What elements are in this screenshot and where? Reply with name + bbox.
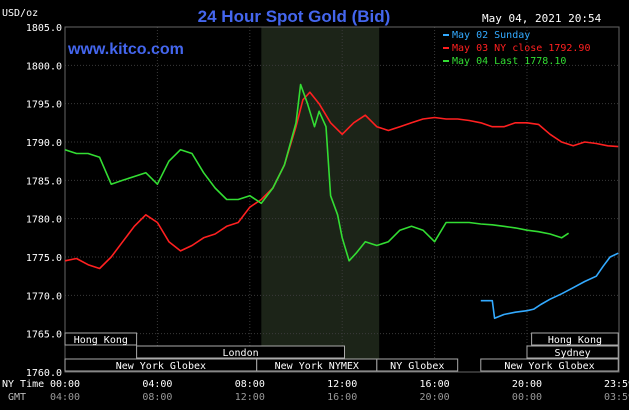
- legend-entry: May 02 Sunday: [452, 30, 530, 41]
- y-tick-label: 1760.0: [26, 368, 62, 379]
- x-tick-label-ny: 04:00: [142, 379, 172, 390]
- session-bar: [526, 345, 619, 359]
- series-line: [480, 252, 619, 320]
- session-label: New York Globex: [504, 361, 594, 372]
- plot-frame: [64, 26, 620, 373]
- y-axis-ticks: 1805.0 1800.0 1795.0 1790.0 1785.0 1780.0 1775…: [26, 23, 62, 379]
- website-label: www.kitco.com: [67, 41, 184, 58]
- nymex-session-highlight: [261, 27, 380, 372]
- ny-time-label: NY Time: [2, 379, 44, 390]
- x-tick-label-gmt: 03:59: [604, 392, 629, 403]
- market-session-bars: Hong Kong Hong Kong London Sydney New York G…: [64, 332, 619, 372]
- series-line: [64, 83, 570, 262]
- session-bar: [531, 332, 619, 346]
- y-tick-label: 1790.0: [26, 138, 62, 149]
- session-bar: [136, 345, 346, 359]
- x-tick-label-gmt: 04:00: [50, 392, 80, 403]
- y-tick-label: 1795.0: [26, 100, 62, 111]
- x-tick-label-ny: 16:00: [420, 379, 450, 390]
- legend-entry: May 04 Last 1778.10: [452, 56, 566, 67]
- x-axis-ticks: 00:00 04:00 04:00 08:00 08:00 12:00 12:00 16:00…: [50, 379, 629, 403]
- legend-entry: May 03 NY close 1792.90: [452, 43, 590, 54]
- y-tick-label: 1765.0: [26, 330, 62, 341]
- x-tick-label-ny: 00:00: [50, 379, 80, 390]
- grid-lines: [64, 26, 620, 373]
- x-tick-label-ny: 23:59: [604, 379, 629, 390]
- x-tick-label-gmt: 16:00: [327, 392, 357, 403]
- y-tick-label: 1780.0: [26, 215, 62, 226]
- y-tick-label: 1785.0: [26, 176, 62, 187]
- y-tick-label: 1775.0: [26, 253, 62, 264]
- session-label: New York Globex: [116, 361, 206, 372]
- y-tick-label: 1800.0: [26, 61, 62, 72]
- gmt-label: GMT: [8, 392, 26, 403]
- x-tick-label-gmt: 12:00: [235, 392, 265, 403]
- session-label: New York NYMEX: [275, 361, 359, 372]
- session-label: Hong Kong: [548, 335, 602, 346]
- session-label: NY Globex: [390, 361, 444, 372]
- x-tick-label-gmt: 08:00: [142, 392, 172, 403]
- series-lines: [64, 83, 619, 320]
- legend: May 02 Sunday May 03 NY close 1792.90 May …: [443, 30, 590, 67]
- x-tick-label-ny: 20:00: [512, 379, 542, 390]
- session-label: London: [222, 348, 258, 359]
- series-line: [64, 91, 619, 270]
- chart-timestamp: May 04, 2021 20:54: [482, 12, 602, 25]
- chart-title: 24 Hour Spot Gold (Bid): [198, 7, 391, 26]
- y-tick-label: 1770.0: [26, 291, 62, 302]
- y-tick-label: 1805.0: [26, 23, 62, 34]
- session-label: Hong Kong: [74, 335, 128, 346]
- session-label: Sydney: [555, 348, 591, 359]
- x-tick-label-ny: 12:00: [327, 379, 357, 390]
- session-bar: [480, 358, 619, 372]
- session-bar: [376, 358, 459, 372]
- session-bar: [64, 332, 138, 346]
- x-tick-label-gmt: 20:00: [420, 392, 450, 403]
- x-tick-label-gmt: 00:00: [512, 392, 542, 403]
- x-tick-label-ny: 08:00: [235, 379, 265, 390]
- y-axis-unit: USD/oz: [2, 8, 38, 19]
